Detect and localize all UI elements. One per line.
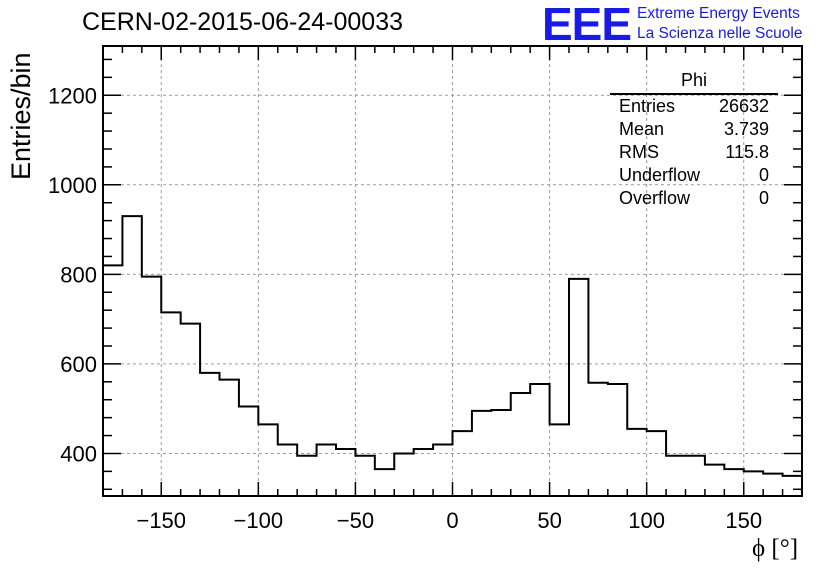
stats-row: Entries 26632 bbox=[610, 95, 778, 118]
y-tick-label: 800 bbox=[60, 262, 97, 287]
histogram-layer bbox=[102, 215, 803, 496]
x-tick-label: 0 bbox=[446, 508, 458, 533]
stats-value: 0 bbox=[758, 165, 769, 185]
y-tick-label: 1200 bbox=[48, 83, 97, 108]
stats-value: 3.739 bbox=[723, 119, 769, 139]
y-tick-label: 600 bbox=[60, 352, 97, 377]
eee-logo: EEE Extreme Energy Events La Scienza nel… bbox=[542, 0, 802, 50]
tick-label-layer: −150 −100 −50 0 50 100 150 400 600 800 1000 1200 bbox=[48, 83, 762, 533]
stats-value: 0 bbox=[758, 188, 769, 208]
x-tick-label: −100 bbox=[234, 508, 284, 533]
logo-text: Extreme Energy Events La Scienza nelle S… bbox=[637, 4, 836, 44]
x-tick-label: −50 bbox=[337, 508, 374, 533]
logo-line-1: Extreme Energy Events bbox=[637, 5, 800, 22]
stats-row: Mean 3.739 bbox=[610, 118, 778, 141]
y-tick-label: 1000 bbox=[48, 173, 97, 198]
stats-title: Phi bbox=[610, 70, 778, 95]
stats-value: 115.8 bbox=[725, 142, 769, 162]
x-tick-label: 100 bbox=[628, 508, 665, 533]
stats-row: Overflow 0 bbox=[610, 187, 778, 210]
tick-layer bbox=[102, 46, 803, 496]
histogram-outline bbox=[102, 215, 803, 496]
logo-mark: EEE bbox=[542, 0, 632, 50]
run-title: CERN-02-2015-06-24-00033 bbox=[82, 8, 404, 36]
grid-layer bbox=[103, 46, 802, 496]
stats-label: Mean bbox=[619, 119, 665, 139]
x-axis-label: ϕ [°] bbox=[752, 535, 799, 562]
stats-label: RMS bbox=[619, 142, 659, 162]
stats-row: RMS 115.8 bbox=[610, 141, 778, 164]
stats-row: Underflow 0 bbox=[610, 164, 778, 187]
stats-label: Overflow bbox=[619, 188, 691, 208]
stats-box: Phi Entries 26632 Mean 3.739 RMS 115.8 U… bbox=[610, 70, 778, 210]
logo-line-2: La Scienza nelle Scuole bbox=[637, 25, 803, 42]
x-tick-label: 150 bbox=[725, 508, 762, 533]
stats-label: Entries bbox=[619, 96, 676, 116]
x-tick-label: −150 bbox=[136, 508, 186, 533]
y-tick-label: 400 bbox=[60, 441, 97, 466]
stats-value: 26632 bbox=[718, 96, 769, 116]
stats-label: Underflow bbox=[619, 165, 701, 185]
y-axis-label: Entries/bin bbox=[6, 52, 36, 180]
x-tick-label: 50 bbox=[537, 508, 561, 533]
